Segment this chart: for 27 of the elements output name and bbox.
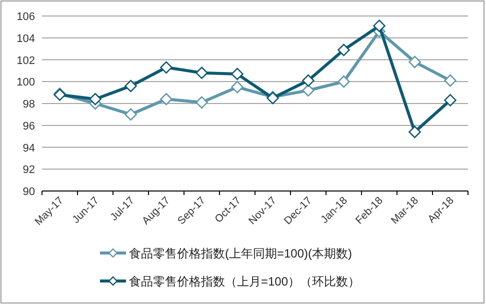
point: [338, 44, 350, 56]
y-tick-label: 100: [16, 76, 35, 89]
point: [124, 80, 137, 92]
point: [373, 20, 386, 32]
y-tick-label: 102: [16, 54, 35, 67]
point: [231, 68, 244, 80]
point: [444, 94, 456, 106]
point: [124, 108, 137, 121]
y-tick-label: 92: [22, 164, 35, 176]
point: [89, 92, 102, 106]
y-tick-label: 98: [22, 98, 35, 110]
point: [408, 56, 421, 68]
point: [302, 84, 314, 97]
y-tick-label: 106: [16, 11, 35, 23]
y-tick-label: 104: [16, 32, 35, 45]
point: [160, 92, 172, 106]
y-tick-label: 90: [22, 186, 35, 198]
point: [231, 80, 244, 94]
point: [408, 126, 421, 138]
point: [444, 74, 456, 87]
point: [302, 74, 314, 87]
point: [160, 61, 172, 74]
point: [338, 75, 350, 88]
y-tick-label: 94: [22, 142, 35, 154]
point: [196, 96, 208, 109]
y-tick-label: 96: [22, 120, 35, 132]
point: [196, 66, 208, 80]
